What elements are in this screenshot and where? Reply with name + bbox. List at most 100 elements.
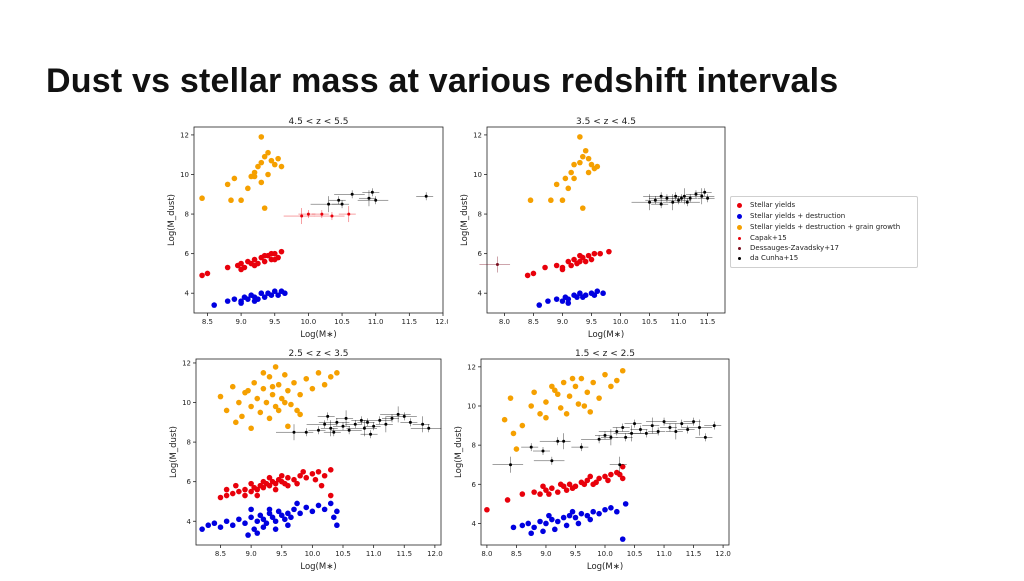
data-point — [421, 422, 425, 426]
data-point — [266, 415, 273, 422]
data-point — [245, 532, 251, 538]
y-tick-label: 4 — [185, 290, 190, 298]
x-tick-label: 11.5 — [700, 318, 716, 326]
data-point — [593, 479, 599, 486]
data-point — [582, 258, 589, 265]
data-point — [278, 512, 285, 519]
data-point — [619, 475, 626, 482]
data-point — [271, 256, 278, 263]
plot-frame — [480, 358, 730, 546]
scatter-panel: 3.5 < z < 4.5 8.0 8.5 9.0 9.5 10.0 10.5 11.0 11.… — [453, 115, 731, 343]
y-tick-label: 8 — [478, 211, 482, 219]
data-point — [272, 480, 279, 487]
series-stellar-yields-destruction-grain-growth — [217, 364, 340, 432]
data-point — [315, 468, 322, 475]
data-point — [584, 389, 591, 396]
data-point — [557, 481, 564, 488]
data-point — [329, 426, 333, 430]
data-point — [248, 480, 254, 487]
data-point — [266, 482, 273, 489]
y-axis-label: Log(M_dust) — [167, 194, 177, 246]
data-point — [665, 196, 669, 200]
data-point — [332, 430, 336, 434]
data-point — [581, 481, 588, 488]
data-point — [597, 250, 603, 257]
data-point — [282, 516, 288, 523]
data-point — [306, 212, 310, 216]
data-point — [563, 522, 570, 529]
series-da-cunha-15 — [492, 417, 722, 473]
data-point — [513, 446, 520, 452]
data-point — [648, 200, 652, 204]
data-point — [327, 492, 334, 499]
data-point — [229, 383, 236, 390]
y-tick-label: 6 — [478, 250, 483, 258]
legend-item-stellar-yields: Stellar yields — [737, 200, 795, 210]
data-point — [585, 169, 592, 176]
data-point — [285, 482, 291, 489]
data-point — [327, 500, 334, 507]
data-point — [229, 490, 236, 497]
data-point — [288, 514, 294, 521]
data-point — [248, 506, 254, 513]
data-point — [596, 510, 602, 517]
data-point — [228, 197, 234, 204]
data-point — [369, 432, 373, 436]
data-point — [587, 516, 594, 523]
data-point — [572, 383, 579, 390]
data-point — [236, 399, 242, 406]
scatter-plot: 4.5 < z < 5.5 8.5 9.0 9.5 10.0 10.5 11.0 11.5 12… — [167, 117, 451, 340]
data-point — [559, 266, 566, 273]
data-point — [674, 429, 678, 433]
data-point — [278, 395, 285, 402]
scatter-plot: 3.5 < z < 4.5 8.0 8.5 9.0 9.5 10.0 10.5 11.0 11.… — [460, 117, 726, 340]
data-point — [495, 263, 499, 267]
data-point — [275, 508, 282, 515]
data-point — [260, 484, 267, 491]
data-point — [568, 262, 574, 269]
data-point — [211, 520, 218, 527]
data-point — [300, 468, 306, 475]
data-point — [536, 302, 543, 308]
data-point — [484, 506, 490, 513]
data-point — [541, 449, 545, 453]
legend-item-grain-growth: Stellar yields + destruction + grain gro… — [737, 222, 900, 232]
data-point — [543, 414, 549, 421]
data-point — [275, 292, 281, 298]
data-point — [560, 379, 567, 386]
series-stellar-yields-destruction — [536, 288, 606, 308]
data-point — [618, 463, 622, 467]
data-point — [251, 256, 258, 263]
x-tick-label: 9.5 — [269, 318, 280, 326]
data-point — [554, 518, 561, 525]
data-point — [211, 302, 217, 308]
data-point — [285, 474, 291, 481]
data-point — [550, 459, 554, 463]
data-point — [223, 486, 230, 493]
data-point — [685, 200, 689, 204]
x-tick-label: 11.5 — [686, 550, 702, 558]
data-point — [571, 256, 577, 263]
data-point — [697, 426, 701, 430]
data-point — [575, 401, 582, 407]
data-point — [542, 264, 548, 271]
series-stellar-yields-destruction-grain-growth — [527, 134, 601, 211]
data-point — [519, 491, 526, 497]
legend-marker-small-dot — [738, 246, 741, 250]
y-tick-label: 10 — [182, 399, 191, 407]
x-tick-label: 10.5 — [334, 318, 350, 326]
data-point — [574, 294, 580, 300]
data-point — [619, 536, 626, 542]
data-point — [217, 494, 224, 501]
data-point — [531, 489, 537, 495]
x-tick-label: 8.5 — [215, 550, 226, 558]
data-point — [543, 399, 549, 405]
data-point — [700, 194, 704, 198]
data-point — [292, 430, 296, 434]
data-point — [297, 510, 303, 517]
data-point — [537, 411, 543, 417]
data-point — [614, 508, 620, 515]
y-axis-label: Log(M_dust) — [454, 426, 464, 478]
data-point — [531, 524, 537, 531]
data-point — [261, 153, 268, 160]
